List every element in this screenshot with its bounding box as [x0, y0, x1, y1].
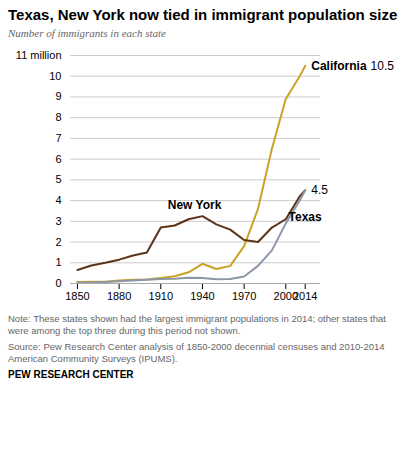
svg-text:9: 9 [55, 90, 61, 102]
html-text:Texas, New York now tied in im: Texas, New York now tied in immigrant po… [8, 6, 398, 23]
svg-text:8: 8 [55, 111, 61, 123]
svg-text:7: 7 [55, 132, 61, 144]
svg-text:1880: 1880 [107, 290, 131, 302]
svg-text:New York: New York [168, 198, 222, 212]
svg-text:6: 6 [55, 153, 61, 165]
svg-text:4.5: 4.5 [311, 183, 328, 197]
svg-text:1910: 1910 [149, 290, 173, 302]
svg-text:10: 10 [49, 70, 61, 82]
svg-text:1970: 1970 [232, 290, 256, 302]
html-text:Note: These states shown had t: Note: These states shown had the largest… [8, 313, 386, 336]
svg-text:0: 0 [55, 277, 61, 289]
html-text:PEW RESEARCH CENTER: PEW RESEARCH CENTER [8, 368, 134, 380]
svg-text:2000: 2000 [273, 290, 298, 303]
svg-text:Texas: Texas [289, 210, 322, 224]
svg-text:2: 2 [55, 236, 61, 248]
svg-text:1850: 1850 [65, 290, 89, 302]
svg-text:10.5: 10.5 [371, 59, 395, 73]
svg-text:11 million: 11 million [16, 49, 62, 61]
svg-text:1: 1 [55, 256, 61, 268]
svg-text:3: 3 [55, 215, 61, 227]
svg-text:California: California [311, 59, 367, 73]
html-text:Source: Pew Research Center an: Source: Pew Research Center analysis of … [8, 340, 385, 364]
svg-text:4: 4 [55, 194, 61, 206]
svg-text:1940: 1940 [190, 290, 214, 302]
svg-text:5: 5 [55, 173, 61, 185]
svg-text:2014: 2014 [293, 290, 317, 302]
html-text:Number of immigrants in each s: Number of immigrants in each state [8, 27, 166, 39]
